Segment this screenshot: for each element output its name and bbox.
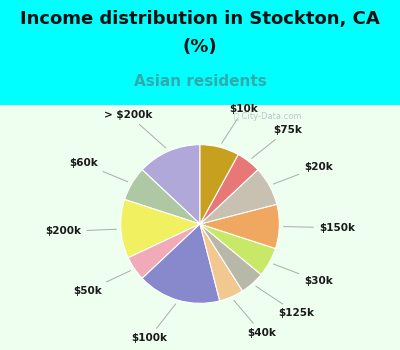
Wedge shape [128, 224, 200, 278]
Wedge shape [200, 154, 258, 224]
Text: $60k: $60k [69, 159, 128, 182]
Text: $10k: $10k [222, 104, 258, 143]
Wedge shape [200, 204, 279, 248]
Text: $125k: $125k [256, 286, 315, 318]
Wedge shape [200, 224, 242, 301]
Wedge shape [200, 224, 276, 274]
Text: $30k: $30k [274, 264, 333, 286]
Wedge shape [121, 199, 200, 258]
Text: $75k: $75k [252, 125, 302, 158]
Text: $20k: $20k [274, 162, 333, 184]
Text: $40k: $40k [234, 300, 276, 338]
Text: $150k: $150k [284, 223, 355, 233]
Wedge shape [200, 224, 261, 291]
Wedge shape [124, 170, 200, 224]
Wedge shape [142, 145, 200, 224]
Text: > $200k: > $200k [104, 110, 166, 148]
Wedge shape [142, 224, 220, 303]
Wedge shape [200, 170, 277, 224]
Text: $100k: $100k [131, 304, 176, 343]
Text: $200k: $200k [45, 226, 116, 237]
Wedge shape [200, 145, 238, 224]
Text: Asian residents: Asian residents [134, 75, 266, 89]
Text: (%): (%) [183, 38, 217, 56]
Text: ⓘ City-Data.com: ⓘ City-Data.com [234, 112, 301, 121]
Text: $50k: $50k [73, 271, 130, 296]
Text: Income distribution in Stockton, CA: Income distribution in Stockton, CA [20, 10, 380, 28]
